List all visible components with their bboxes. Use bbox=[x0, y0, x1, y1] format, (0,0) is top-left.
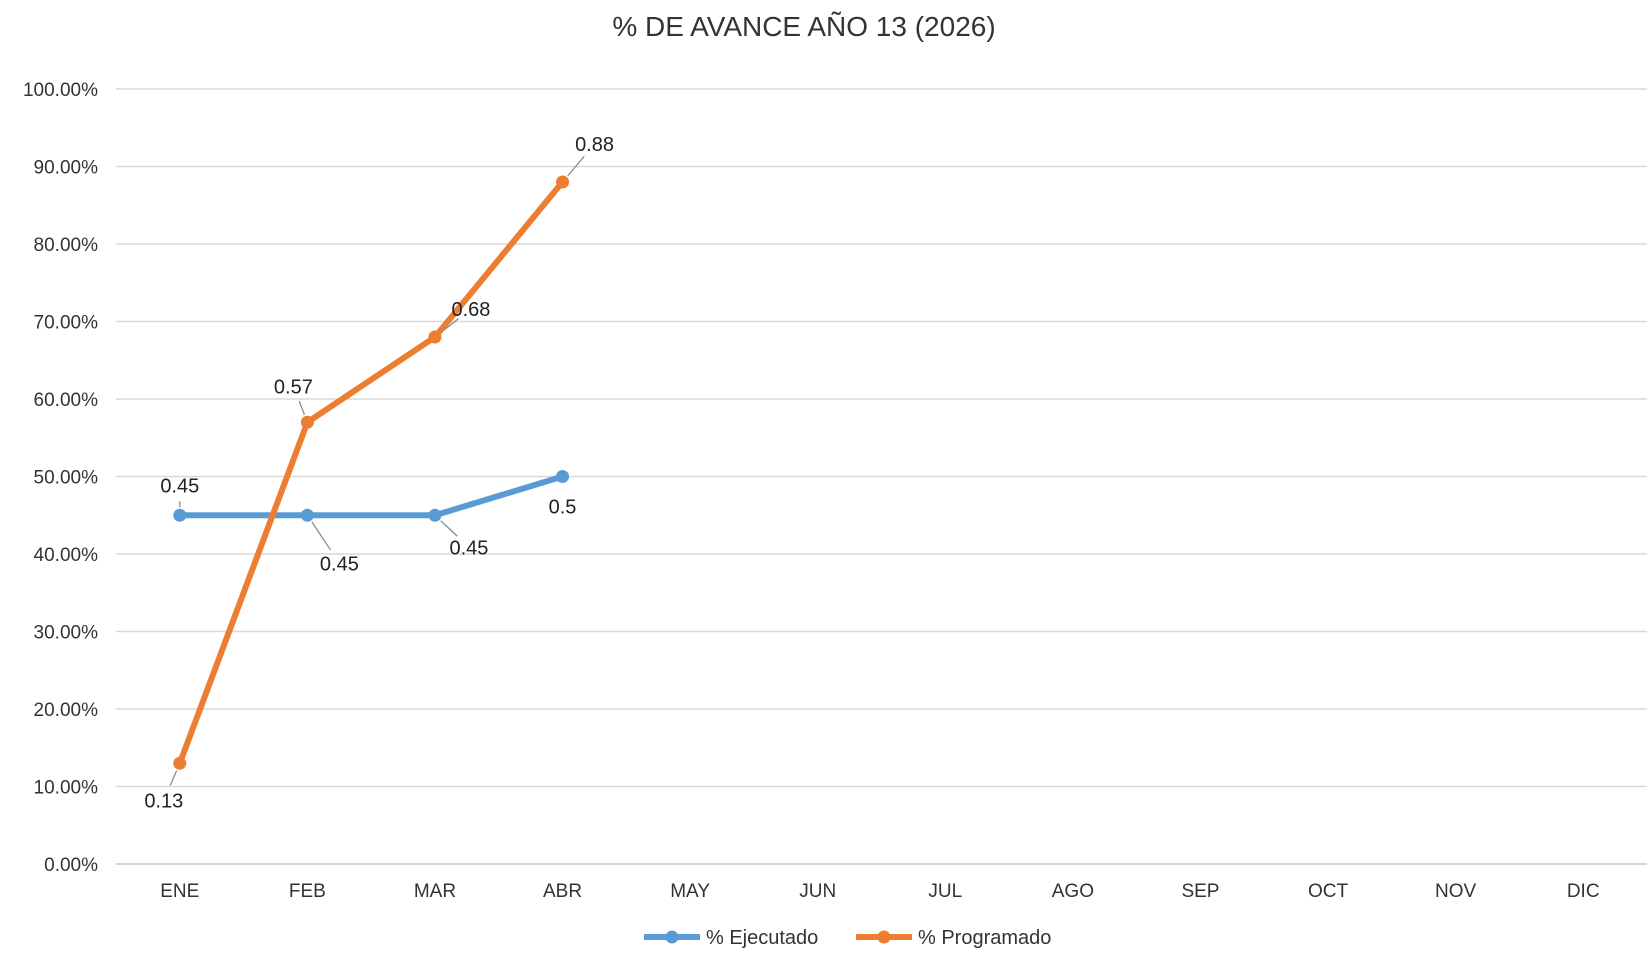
y-tick-label: 100.00% bbox=[23, 80, 98, 101]
leader-line bbox=[311, 521, 332, 551]
gridlines bbox=[116, 88, 1647, 865]
x-tick-label: FEB bbox=[289, 881, 326, 902]
leader-line bbox=[169, 770, 178, 786]
legend-label: % Ejecutado bbox=[706, 927, 818, 949]
data-point bbox=[300, 508, 314, 522]
y-tick-label: 10.00% bbox=[34, 778, 99, 799]
x-tick-label: DIC bbox=[1567, 881, 1600, 902]
legend-swatch-marker bbox=[665, 930, 679, 944]
y-tick-label: 0.00% bbox=[44, 855, 98, 876]
x-tick-label: MAY bbox=[670, 881, 710, 902]
y-tick-label: 20.00% bbox=[34, 700, 99, 721]
data-point bbox=[173, 756, 187, 770]
data-label: 0.45 bbox=[320, 553, 359, 575]
y-tick-label: 40.00% bbox=[34, 545, 99, 566]
series-lines bbox=[173, 175, 570, 770]
x-tick-label: AGO bbox=[1052, 881, 1094, 902]
data-label: 0.45 bbox=[449, 537, 488, 559]
y-tick-label: 30.00% bbox=[34, 623, 99, 644]
x-tick-label: JUN bbox=[799, 881, 836, 902]
x-tick-label: ABR bbox=[543, 881, 582, 902]
x-tick-label: ENE bbox=[160, 881, 199, 902]
y-axis-ticks: 0.00% 10.00% 20.00% 30.00% 40.00% 50.00% 60.00… bbox=[23, 80, 98, 876]
legend-label: % Programado bbox=[918, 927, 1051, 949]
y-tick-label: 50.00% bbox=[34, 468, 99, 489]
data-label: 0.13 bbox=[144, 790, 183, 812]
data-point bbox=[173, 508, 187, 522]
leader-line bbox=[440, 318, 459, 333]
data-label: 0.5 bbox=[549, 497, 577, 519]
x-axis-ticks: ENE FEB MAR ABR MAY JUN JUL AGO SEP OCT NOV DIC bbox=[160, 881, 1599, 902]
x-tick-label: MAR bbox=[414, 881, 456, 902]
leader-line bbox=[440, 520, 458, 537]
leader-line bbox=[567, 155, 585, 177]
x-tick-label: OCT bbox=[1308, 881, 1349, 902]
data-point bbox=[428, 508, 442, 522]
chart-title: % DE AVANCE AÑO 13 (2026) bbox=[612, 11, 995, 42]
series-line bbox=[176, 179, 566, 767]
legend-swatch-marker bbox=[877, 930, 891, 944]
data-label: 0.88 bbox=[575, 134, 614, 156]
data-point bbox=[556, 175, 570, 189]
data-label: 0.45 bbox=[160, 475, 199, 497]
y-tick-label: 70.00% bbox=[34, 313, 99, 334]
series-line bbox=[176, 473, 566, 519]
data-point bbox=[556, 470, 570, 483]
legend-item[interactable]: % Ejecutado bbox=[644, 927, 818, 949]
y-tick-label: 90.00% bbox=[34, 158, 99, 179]
legend[interactable]: % Ejecutado % Programado bbox=[644, 927, 1051, 949]
leader-line bbox=[298, 400, 306, 416]
legend-item[interactable]: % Programado bbox=[856, 927, 1051, 949]
x-tick-label: NOV bbox=[1435, 881, 1477, 902]
y-tick-label: 60.00% bbox=[34, 390, 99, 411]
y-tick-label: 80.00% bbox=[34, 235, 99, 256]
data-label: 0.68 bbox=[451, 299, 490, 321]
x-tick-label: JUL bbox=[928, 881, 962, 902]
data-label: 0.57 bbox=[274, 376, 313, 398]
data-labels: 0.45 0.45 0.45 0.5 0.13 0.57 0.68 0.88 bbox=[144, 134, 614, 812]
data-point bbox=[300, 415, 314, 429]
x-tick-label: SEP bbox=[1181, 881, 1219, 902]
data-point bbox=[428, 330, 442, 344]
